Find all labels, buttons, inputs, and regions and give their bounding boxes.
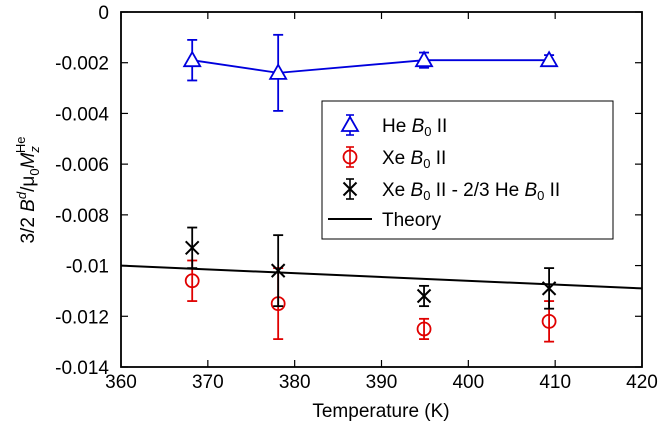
x-tick-label: 420: [626, 372, 658, 393]
legend-label: Xe B0 II - 2/3 He B0 II: [382, 180, 560, 203]
y-axis-title-he: He: [13, 136, 28, 153]
legend-entry: Xe B0 II - 2/3 He B0 II: [342, 178, 560, 203]
y-axis-title-mid: /μ: [18, 176, 39, 192]
y-tick-label: -0.01: [66, 257, 109, 278]
data-point: [182, 50, 202, 68]
theory-line: [120, 264, 643, 290]
x-tick-label: 410: [539, 372, 571, 393]
y-tick-label: 0: [98, 3, 109, 24]
data-point: [416, 321, 432, 337]
x-tick-label: 390: [366, 372, 398, 393]
y-tick-label: -0.006: [55, 155, 109, 176]
data-point: [539, 50, 559, 68]
legend-label-part: 0: [423, 156, 430, 171]
legend-entry: He B0 II: [340, 114, 447, 139]
series-x: [184, 226, 557, 310]
data-layer: [120, 33, 643, 343]
legend-label-part: II: [432, 116, 448, 137]
y-axis-title-sub0: 0: [27, 168, 42, 175]
y-axis-title-b: B: [18, 199, 39, 212]
y-tick-label: -0.014: [55, 358, 109, 379]
plot-frame: [120, 11, 643, 368]
y-axis-title: 3/2 Bd/μ0MzHe: [13, 136, 42, 243]
y-axis-title-d: d: [14, 191, 29, 199]
legend-label-part: II: [430, 148, 446, 169]
x-tick-label: 360: [105, 372, 137, 393]
y-axis-title-z: z: [27, 146, 42, 154]
legend-entry: Theory: [328, 210, 442, 231]
legend-label-part: II: [544, 180, 560, 201]
legend-marker: [340, 115, 360, 132]
data-point: [416, 288, 432, 304]
y-axis-title-m: M: [18, 152, 39, 168]
legend-label: Theory: [382, 210, 442, 231]
series-line: [120, 264, 643, 290]
ticks-layer: 360 370 380 390 400 410 420 0 -0.002 -0.004 -0.006…: [55, 3, 658, 393]
legend-label: He B0 II: [382, 116, 447, 139]
x-tick-label: 370: [192, 372, 224, 393]
data-point: [184, 273, 200, 289]
legend-label-part: Xe: [382, 180, 411, 201]
data-point: [184, 240, 200, 256]
series-triangle: [182, 33, 559, 112]
legend-label-part: B: [412, 116, 425, 137]
y-tick-label: -0.008: [55, 206, 109, 227]
y-axis-title-prefix: 3/2: [18, 212, 39, 244]
x-axis-title: Temperature (K): [312, 401, 449, 422]
legend-label-part: He: [382, 116, 412, 137]
legend-label-part: II - 2/3 He: [430, 180, 524, 201]
x-tick-label: 380: [279, 372, 311, 393]
legend-label-part: 0: [424, 124, 431, 139]
legend-label-part: B: [411, 148, 424, 169]
legend-marker: [342, 181, 358, 197]
data-point: [268, 63, 288, 80]
legend-label-part: B: [411, 180, 424, 201]
legend-entry: Xe B0 II: [342, 146, 446, 171]
legend-label: Xe B0 II: [382, 148, 446, 171]
x-tick-label: 400: [452, 372, 484, 393]
legend-label-part: 0: [423, 188, 430, 203]
y-tick-label: -0.012: [55, 307, 109, 328]
legend-label-part: Xe: [382, 148, 411, 169]
legend-marker: [342, 149, 358, 165]
legend-box: [321, 100, 614, 240]
legend-label-part: B: [524, 180, 537, 201]
legend-label-part: Theory: [382, 210, 442, 231]
data-point: [541, 313, 557, 329]
y-tick-label: -0.004: [55, 104, 109, 125]
data-point: [270, 263, 286, 278]
series-line: [192, 59, 550, 74]
y-tick-label: -0.002: [55, 54, 109, 75]
data-point: [414, 50, 434, 68]
legend-label-part: 0: [537, 188, 544, 203]
